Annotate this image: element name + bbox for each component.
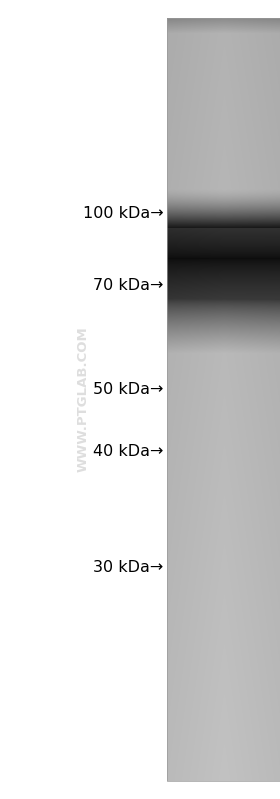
Text: 70 kDa→: 70 kDa→ (93, 279, 164, 293)
Text: 100 kDa→: 100 kDa→ (83, 205, 164, 221)
Text: 30 kDa→: 30 kDa→ (93, 561, 164, 575)
Text: 50 kDa→: 50 kDa→ (93, 383, 164, 397)
Text: WWW.PTGLAB.COM: WWW.PTGLAB.COM (77, 327, 90, 472)
Text: 40 kDa→: 40 kDa→ (93, 443, 164, 459)
Bar (167, 18, 280, 781)
